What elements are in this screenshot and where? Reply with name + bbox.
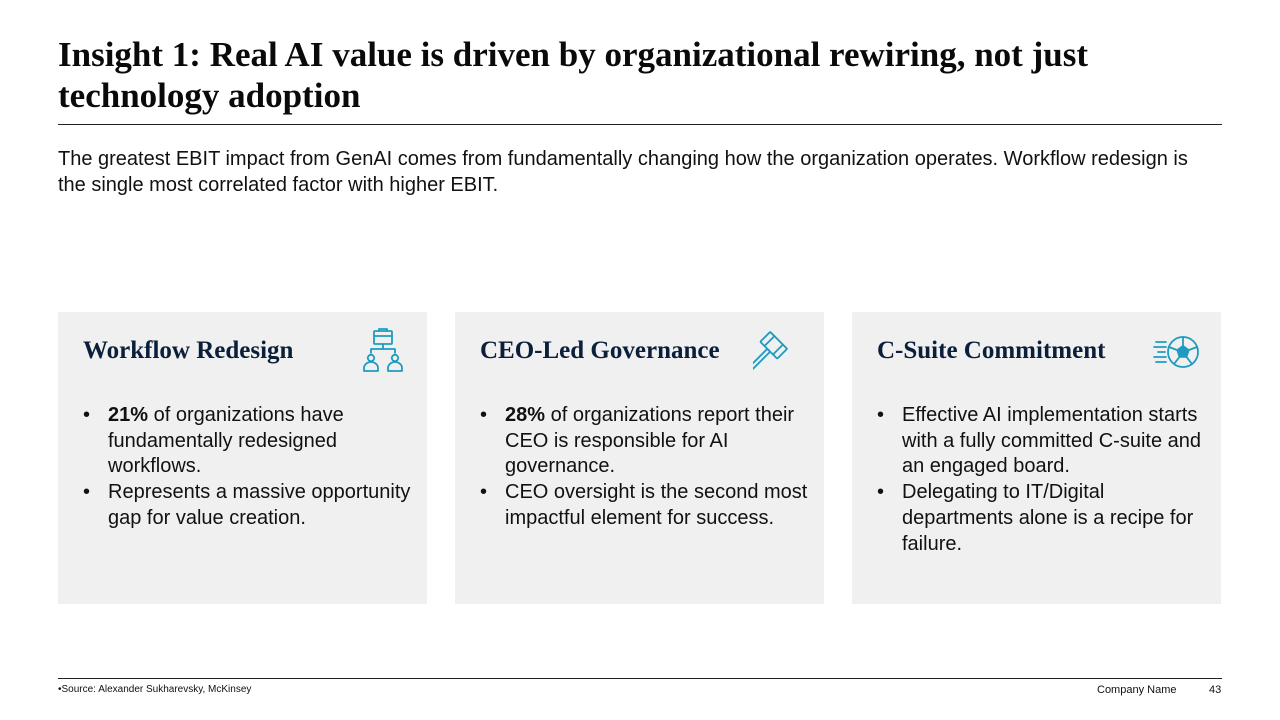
card-workflow-redesign: Workflow Redesign 21% of organizations h… — [58, 312, 427, 604]
card-ceo-led-governance: CEO-Led Governance 28% of organizations … — [455, 312, 824, 604]
bullet-item: 28% of organizations report their CEO is… — [480, 403, 810, 480]
bullet-item: Effective AI implementation starts with … — [877, 403, 1207, 480]
bullet-text: CEO oversight is the second most impactf… — [505, 481, 808, 529]
bullet-item: Represents a massive opportunity gap for… — [83, 480, 413, 531]
bullet-text: Represents a massive opportunity gap for… — [108, 481, 411, 529]
bullet-highlight: 21% — [108, 404, 149, 426]
organization-chart-icon — [358, 326, 408, 376]
bullet-text: of organizations have fundamentally rede… — [108, 404, 344, 478]
bullet-item: 21% of organizations have fundamentally … — [83, 403, 413, 480]
soccer-ball-motion-icon — [1152, 326, 1202, 376]
footer-divider — [58, 678, 1222, 679]
bullet-item: CEO oversight is the second most impactf… — [480, 480, 810, 531]
card-title: C-Suite Commitment — [877, 337, 1106, 364]
bullet-list: Effective AI implementation starts with … — [877, 403, 1207, 557]
page-number: 43 — [1209, 684, 1222, 696]
source-note: •Source: Alexander Sukharevsky, McKinsey — [58, 684, 252, 695]
bullet-text: of organizations report their CEO is res… — [505, 404, 795, 478]
card-c-suite-commitment: C-Suite Commitment Effective AI implemen… — [852, 312, 1221, 604]
gavel-icon — [753, 326, 803, 376]
card-title: Workflow Redesign — [83, 337, 294, 364]
bullet-list: 28% of organizations report their CEO is… — [480, 403, 810, 532]
card-title: CEO-Led Governance — [480, 337, 720, 364]
company-name: Company Name — [1097, 684, 1177, 696]
slide-title: Insight 1: Real AI value is driven by or… — [58, 35, 1088, 115]
slide-subtitle: The greatest EBIT impact from GenAI come… — [58, 148, 1188, 196]
title-divider — [58, 124, 1222, 125]
bullet-text: Effective AI implementation starts with … — [902, 404, 1202, 478]
bullet-item: Delegating to IT/Digital departments alo… — [877, 480, 1207, 557]
bullet-list: 21% of organizations have fundamentally … — [83, 403, 413, 532]
bullet-text: Delegating to IT/Digital departments alo… — [902, 481, 1194, 555]
bullet-highlight: 28% — [505, 404, 546, 426]
